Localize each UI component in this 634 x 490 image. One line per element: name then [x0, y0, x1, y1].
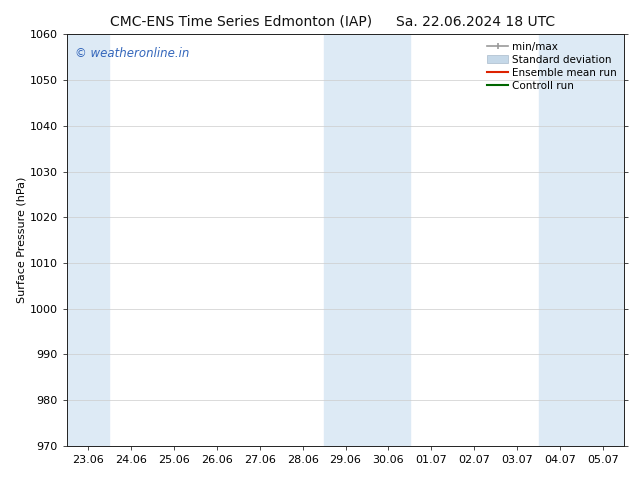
Text: © weatheronline.in: © weatheronline.in [75, 47, 190, 60]
Text: Sa. 22.06.2024 18 UTC: Sa. 22.06.2024 18 UTC [396, 15, 555, 29]
Y-axis label: Surface Pressure (hPa): Surface Pressure (hPa) [16, 177, 27, 303]
Bar [67, 34, 110, 446]
Bar [324, 34, 410, 446]
Text: CMC-ENS Time Series Edmonton (IAP): CMC-ENS Time Series Edmonton (IAP) [110, 15, 372, 29]
Legend: min/max, Standard deviation, Ensemble mean run, Controll run: min/max, Standard deviation, Ensemble me… [486, 40, 619, 93]
Bar [539, 34, 624, 446]
